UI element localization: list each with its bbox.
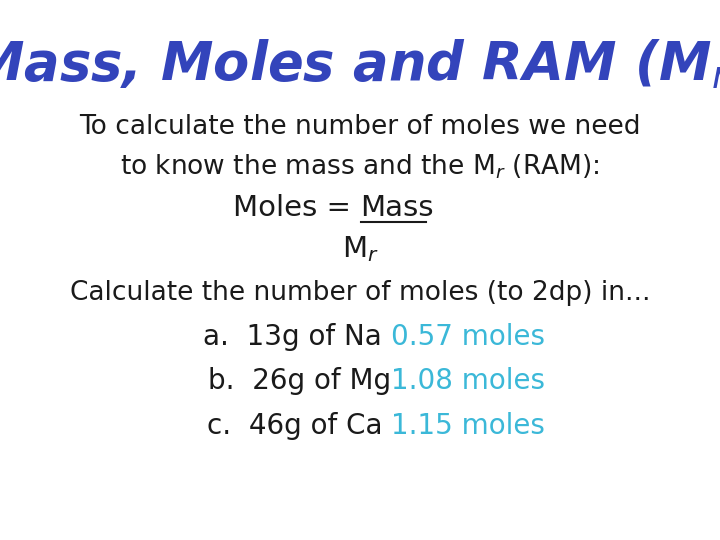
Text: 0.57 moles: 0.57 moles — [391, 323, 545, 352]
Text: c.  46g of Ca: c. 46g of Ca — [207, 411, 391, 440]
Text: 1.08 moles: 1.08 moles — [391, 367, 545, 395]
Text: a.  13g of Na: a. 13g of Na — [204, 323, 391, 352]
Text: Mass, Moles and RAM (M$_r$): Mass, Moles and RAM (M$_r$) — [0, 39, 720, 92]
Text: M$_r$: M$_r$ — [341, 234, 379, 264]
Text: b.  26g of Mg: b. 26g of Mg — [208, 367, 391, 395]
Text: to know the mass and the M$_r$ (RAM):: to know the mass and the M$_r$ (RAM): — [120, 152, 600, 180]
Text: Moles =: Moles = — [233, 194, 360, 222]
Text: Mass: Mass — [360, 194, 433, 222]
Text: To calculate the number of moles we need: To calculate the number of moles we need — [79, 114, 641, 140]
Text: Calculate the number of moles (to 2dp) in...: Calculate the number of moles (to 2dp) i… — [70, 280, 650, 306]
Text: 1.15 moles: 1.15 moles — [391, 411, 545, 440]
